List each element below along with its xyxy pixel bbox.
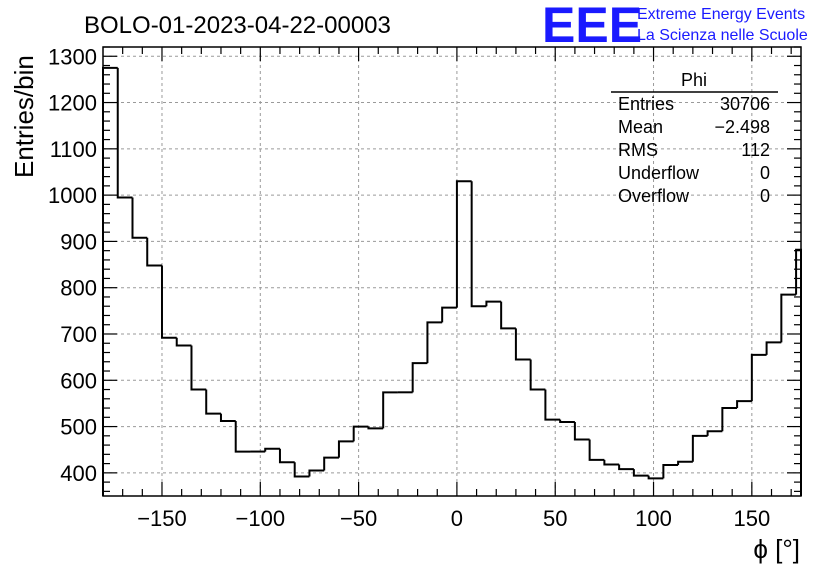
histogram-bin [470, 181, 487, 308]
x-tick-label: −100 [236, 506, 286, 531]
y-tick-label: 400 [60, 461, 97, 486]
histogram-bin [750, 353, 767, 402]
logo-line1: Extreme Energy Events [637, 6, 805, 23]
y-axis-title: Entries/bin [9, 55, 39, 178]
histogram-bin [721, 407, 738, 432]
stats-label-underflow: Underflow [618, 163, 700, 183]
histogram-bin [308, 469, 325, 477]
histogram-bin [352, 425, 369, 442]
y-tick-label: 1200 [48, 91, 97, 116]
x-axis-ticks: −150 −100 −50 0 50 100 150 [122, 47, 792, 531]
histogram-bin [264, 447, 280, 452]
histogram-bin [485, 300, 502, 307]
y-tick-label: 1300 [48, 44, 97, 69]
histogram-bin [662, 463, 679, 479]
histogram-bin [618, 464, 634, 471]
plot-frame [102, 46, 802, 497]
y-axis-ticks: 400 500 600 700 800 900 1000 1100 1200 1300 [48, 44, 801, 492]
y-tick-label: 1000 [48, 183, 97, 208]
y-tick-label: 900 [60, 229, 97, 254]
y-tick-label: 600 [60, 368, 97, 393]
logo-line2: La Scienza nelle Scuole [637, 27, 808, 44]
stats-label-overflow: Overflow [618, 186, 690, 206]
stats-value-mean: −2.498 [714, 117, 770, 137]
stats-value-rms: 112 [741, 140, 770, 160]
histogram-bin [219, 413, 236, 423]
histogram-bin [323, 456, 339, 471]
histogram-bin [293, 462, 310, 478]
histogram-bin [160, 265, 177, 339]
x-tick-label: 100 [635, 506, 672, 531]
x-tick-label: −50 [340, 506, 377, 531]
x-axis-title: ϕ [°] [753, 534, 800, 564]
x-tick-label: 150 [733, 506, 770, 531]
stats-box: Phi Entries 30706 Mean −2.498 RMS 112 Un… [611, 70, 778, 206]
x-tick-label: 50 [543, 506, 567, 531]
stats-label-mean: Mean [618, 117, 663, 137]
histogram-bin [706, 430, 723, 436]
histogram-bin [765, 341, 782, 355]
plot-border [102, 46, 802, 497]
stats-box-name: Phi [681, 70, 707, 90]
histogram-bin [647, 475, 664, 480]
x-tick-label: 0 [451, 506, 463, 531]
histogram-bin [190, 345, 207, 391]
histogram-bin [780, 293, 797, 343]
chart-title: BOLO-01-2023-04-22-00003 [84, 12, 391, 39]
histogram-bin [691, 434, 708, 462]
histogram-bin [632, 469, 649, 477]
x-tick-label: −150 [137, 506, 187, 531]
histogram-bin [382, 391, 398, 429]
stats-value-underflow: 0 [760, 163, 770, 183]
histogram-bin [337, 440, 354, 458]
stats-label-rms: RMS [618, 140, 658, 160]
histogram-bin [102, 66, 118, 496]
histogram-bin [146, 237, 162, 267]
histogram-bin [603, 459, 620, 466]
histogram-bin [116, 67, 133, 199]
histogram-bin [529, 359, 546, 391]
y-tick-label: 500 [60, 415, 97, 440]
histogram-bars [102, 66, 802, 496]
stats-value-overflow: 0 [760, 186, 770, 206]
histogram-bin [367, 426, 384, 430]
histogram-bin [455, 180, 472, 308]
histogram-bin [175, 337, 192, 347]
eee-logo: EEE Extreme Energy Events La Scienza nel… [542, 0, 808, 53]
grid-lines [103, 47, 801, 496]
histogram-bin [411, 362, 428, 393]
histogram-bin [559, 419, 575, 423]
y-tick-label: 1100 [50, 137, 97, 162]
histogram-bin [544, 389, 561, 421]
histogram-bin [736, 400, 752, 409]
histogram-bin [588, 439, 605, 461]
stats-label-entries: Entries [618, 94, 674, 114]
y-tick-label: 800 [60, 276, 97, 301]
histogram-bin [234, 421, 251, 453]
histogram-bin [131, 197, 148, 239]
histogram-bin [500, 301, 516, 330]
histogram-bin [426, 321, 443, 364]
histogram-bin [441, 306, 457, 323]
histogram-bin [573, 421, 590, 441]
stats-value-entries: 30706 [720, 94, 770, 114]
y-tick-label: 700 [60, 322, 97, 347]
histogram-bin [514, 328, 531, 361]
histogram-bin [677, 460, 693, 465]
histogram-bin [278, 448, 295, 464]
logo-mark: EEE [542, 0, 642, 53]
histogram-bin [205, 389, 221, 415]
